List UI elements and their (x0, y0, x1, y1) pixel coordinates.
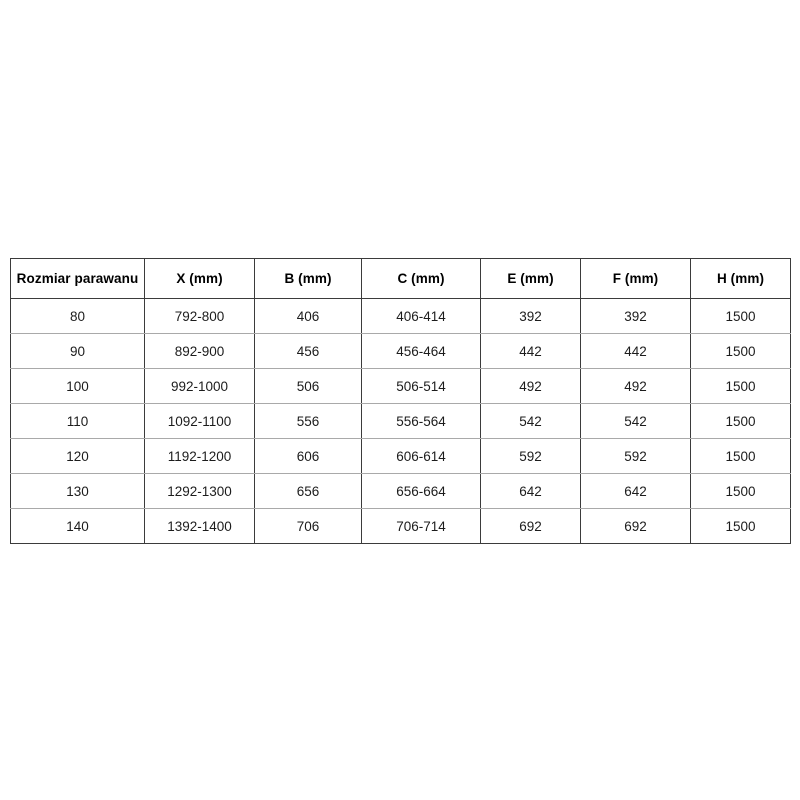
cell-size: 110 (10, 403, 145, 439)
column-header-rozmiar-parawanu: Rozmiar parawanu (10, 258, 145, 299)
table-row: 100 992-1000 506 506-514 492 492 1500 (10, 368, 791, 404)
cell-x: 1092-1100 (144, 403, 255, 439)
cell-h: 1500 (690, 508, 791, 544)
table-row: 110 1092-1100 556 556-564 542 542 1500 (10, 403, 791, 439)
cell-e: 442 (480, 333, 581, 369)
cell-b: 456 (254, 333, 362, 369)
cell-x: 992-1000 (144, 368, 255, 404)
cell-size: 140 (10, 508, 145, 544)
cell-e: 692 (480, 508, 581, 544)
cell-f: 392 (580, 298, 691, 334)
cell-b: 656 (254, 473, 362, 509)
cell-x: 1392-1400 (144, 508, 255, 544)
table-row: 120 1192-1200 606 606-614 592 592 1500 (10, 438, 791, 474)
cell-h: 1500 (690, 438, 791, 474)
table-row: 130 1292-1300 656 656-664 642 642 1500 (10, 473, 791, 509)
table-row: 90 892-900 456 456-464 442 442 1500 (10, 333, 791, 369)
table-row: 140 1392-1400 706 706-714 692 692 1500 (10, 508, 791, 544)
column-header-x: X (mm) (144, 258, 255, 299)
cell-h: 1500 (690, 333, 791, 369)
column-header-e: E (mm) (480, 258, 581, 299)
cell-h: 1500 (690, 298, 791, 334)
table-header: Rozmiar parawanu X (mm) B (mm) C (mm) E … (10, 258, 791, 299)
table-row: 80 792-800 406 406-414 392 392 1500 (10, 298, 791, 334)
column-header-f: F (mm) (580, 258, 691, 299)
cell-e: 542 (480, 403, 581, 439)
cell-x: 1292-1300 (144, 473, 255, 509)
cell-e: 592 (480, 438, 581, 474)
cell-e: 392 (480, 298, 581, 334)
cell-f: 442 (580, 333, 691, 369)
cell-f: 642 (580, 473, 691, 509)
cell-c: 406-414 (361, 298, 481, 334)
cell-c: 556-564 (361, 403, 481, 439)
cell-c: 606-614 (361, 438, 481, 474)
cell-c: 706-714 (361, 508, 481, 544)
cell-h: 1500 (690, 368, 791, 404)
cell-h: 1500 (690, 403, 791, 439)
cell-b: 706 (254, 508, 362, 544)
cell-size: 130 (10, 473, 145, 509)
cell-x: 792-800 (144, 298, 255, 334)
table-body: 80 792-800 406 406-414 392 392 1500 90 8… (10, 298, 791, 544)
dimensions-table: Rozmiar parawanu X (mm) B (mm) C (mm) E … (10, 258, 791, 544)
cell-b: 406 (254, 298, 362, 334)
column-header-c: C (mm) (361, 258, 481, 299)
cell-h: 1500 (690, 473, 791, 509)
spec-table-container: Rozmiar parawanu X (mm) B (mm) C (mm) E … (10, 258, 791, 544)
cell-c: 506-514 (361, 368, 481, 404)
cell-b: 606 (254, 438, 362, 474)
cell-x: 892-900 (144, 333, 255, 369)
column-header-h: H (mm) (690, 258, 791, 299)
cell-size: 90 (10, 333, 145, 369)
cell-b: 556 (254, 403, 362, 439)
table-header-row: Rozmiar parawanu X (mm) B (mm) C (mm) E … (10, 258, 791, 299)
cell-c: 656-664 (361, 473, 481, 509)
cell-c: 456-464 (361, 333, 481, 369)
cell-e: 642 (480, 473, 581, 509)
cell-size: 80 (10, 298, 145, 334)
column-header-b: B (mm) (254, 258, 362, 299)
cell-f: 542 (580, 403, 691, 439)
cell-e: 492 (480, 368, 581, 404)
cell-f: 492 (580, 368, 691, 404)
cell-b: 506 (254, 368, 362, 404)
cell-x: 1192-1200 (144, 438, 255, 474)
cell-size: 120 (10, 438, 145, 474)
cell-f: 692 (580, 508, 691, 544)
cell-f: 592 (580, 438, 691, 474)
cell-size: 100 (10, 368, 145, 404)
